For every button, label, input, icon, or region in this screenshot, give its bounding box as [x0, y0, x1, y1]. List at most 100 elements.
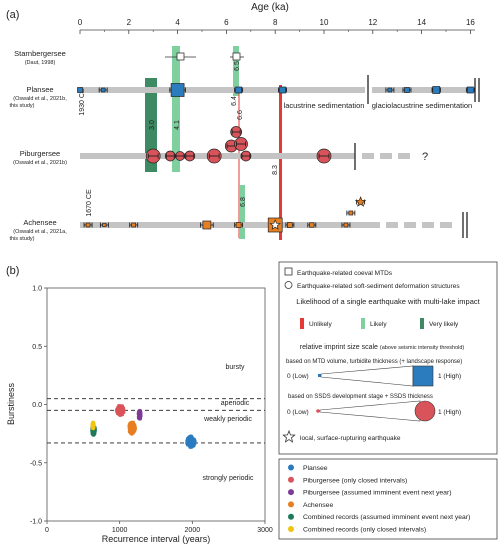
legend-star-icon: [282, 429, 296, 443]
regime-strongly-periodic: strongly periodic: [203, 475, 254, 482]
piburgersee-events: [145, 126, 332, 164]
cloud-piburgersee-only-closed-intervals-: [115, 404, 126, 418]
cloud-achensee: [127, 420, 137, 436]
legend-ssds-large-circle: [414, 400, 436, 422]
y-tick-label: 0.5: [32, 344, 42, 351]
plansee-event-square: [279, 86, 286, 94]
legend-series-label: Combined records (assumed imminent event…: [303, 514, 470, 521]
legend-series-label: Achensee: [303, 502, 333, 509]
burstiness-y-label: Burstiness: [6, 382, 16, 425]
band-label-83: 8.3: [272, 165, 279, 175]
x-tick-label: 0: [45, 527, 49, 534]
plansee-glacio-bar: [372, 87, 472, 93]
plansee-event-square: [404, 87, 410, 93]
plansee-event-square: [432, 86, 441, 94]
plansee-event-square: [467, 86, 474, 94]
plansee-events: [77, 83, 475, 97]
regime-bursty: bursty: [225, 364, 245, 371]
achensee-event-square: [286, 222, 293, 228]
achensee-event-square: [85, 222, 91, 228]
x-tick-label: 1000: [112, 527, 128, 534]
legend-series-marker: [288, 476, 294, 483]
cloud-point: [129, 424, 133, 428]
legend-mtd-small-square: [318, 374, 321, 377]
band-label-41: 4.1: [174, 120, 181, 130]
lake-name-piburgersee: Piburgersee: [20, 149, 60, 158]
legend-scale-title: relative imprint size scale (above seism…: [300, 344, 465, 351]
age-tick-label: 0: [78, 18, 83, 27]
age-tick-label: 6: [224, 18, 229, 27]
cloud-point: [192, 443, 196, 448]
starnberg-mtd-2: [232, 52, 241, 61]
y-tick-label: 0.0: [32, 402, 42, 409]
lake-ref-piburgersee: (Oswald et al., 2021b): [13, 160, 67, 166]
achensee-event-square: [309, 222, 315, 228]
plansee-event-square: [387, 87, 393, 93]
burstiness-axes: 0 1000 2000 3000 1.0 0.5 0.0 -0.5 -1.0: [30, 286, 273, 535]
legend-very-likely-text: Very likely: [429, 321, 459, 328]
cloud-point: [138, 417, 142, 421]
legend-star-text: local, surface-rupturing earthquake: [300, 435, 401, 442]
legend-mtd-large-square: [412, 365, 434, 387]
age-tick-label: 16: [466, 18, 475, 27]
age-tick-label: 2: [127, 18, 132, 27]
y-tick-label: 1.0: [32, 286, 42, 293]
legend-mtd-square: [284, 267, 293, 276]
achensee-surface-rupture-star: [269, 219, 281, 230]
cloud-piburgersee-assumed-imminent-event-next-year-: [136, 408, 143, 421]
plansee-event-square: [77, 87, 83, 93]
y-tick-label: -0.5: [30, 460, 42, 467]
legend-series-label: Plansee: [303, 465, 328, 472]
cloud-point: [138, 412, 143, 416]
achensee-dashed: [386, 222, 452, 228]
regime-weakly-periodic: weakly periodic: [203, 416, 252, 423]
achensee-event-square: [343, 222, 349, 228]
band-3ka-very-likely: [145, 78, 157, 172]
lake-ref-starnbergersee: (Daut, 1998): [25, 60, 56, 66]
cloud-point: [118, 408, 122, 412]
legend-series-marker: [288, 489, 294, 496]
x-tick-label: 2000: [185, 527, 201, 534]
age-tick-label: 10: [320, 18, 329, 27]
plansee-event-square: [235, 86, 242, 94]
legend-unlikely-swatch: [300, 318, 304, 329]
achensee-event-square: [102, 222, 107, 228]
band-65-likely: [233, 46, 239, 96]
cloud-point: [191, 441, 196, 445]
band-label-66: 6.6: [237, 110, 244, 120]
lake-ref2-achensee: this study): [9, 236, 34, 242]
burstiness-point-clouds: [90, 404, 197, 449]
plansee-event-square: [170, 83, 185, 97]
lake-ref-plansee: (Oswald et al., 2021b,: [13, 96, 67, 102]
cloud-point: [119, 412, 124, 416]
starnberg-mtd-1: [176, 52, 185, 61]
cloud-point: [91, 425, 95, 430]
legend-ssds-circle: [284, 281, 293, 289]
band-68-likely: [239, 185, 245, 239]
y-tick-label: -1.0: [30, 519, 42, 526]
legend-likely-text: Likely: [370, 321, 387, 328]
cloud-point: [186, 437, 190, 441]
plansee-1930ce: 1930 CE: [79, 88, 86, 116]
legend-box-symbols: [278, 261, 498, 455]
legend-likely-swatch: [361, 318, 365, 329]
legend-mtd-high: 1 (High): [438, 373, 461, 380]
age-tick-label: 12: [368, 18, 377, 27]
achensee-1670ce: 1670 CE: [86, 189, 93, 217]
achensee-star-event: [354, 196, 367, 207]
cloud-point: [91, 422, 95, 426]
band-label-68: 6.8: [240, 197, 247, 207]
legend-mtd-low: 0 (Low): [287, 373, 309, 380]
legend-unlikely-text: Unlikely: [309, 321, 333, 328]
legend-series-label: Piburgersee (assumed imminent event next…: [303, 490, 451, 497]
regime-aperiodic: aperiodic: [221, 400, 250, 407]
cloud-point: [131, 422, 135, 426]
cloud-point: [187, 442, 192, 446]
lake-name-achensee: Achensee: [23, 218, 56, 227]
cloud-point: [129, 429, 133, 434]
cloud-point: [137, 409, 141, 413]
band-4ka-likely: [172, 46, 180, 172]
cloud-combined-records-only-closed-intervals-: [90, 420, 96, 431]
achensee-bar: [80, 222, 380, 228]
